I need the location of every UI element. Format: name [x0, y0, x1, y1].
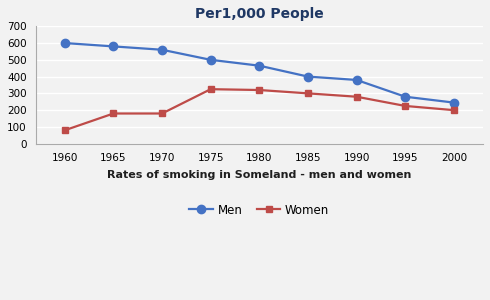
- Legend: Men, Women: Men, Women: [185, 199, 334, 221]
- X-axis label: Rates of smoking in Someland - men and women: Rates of smoking in Someland - men and w…: [107, 170, 412, 180]
- Title: Per1,000 People: Per1,000 People: [195, 7, 324, 21]
